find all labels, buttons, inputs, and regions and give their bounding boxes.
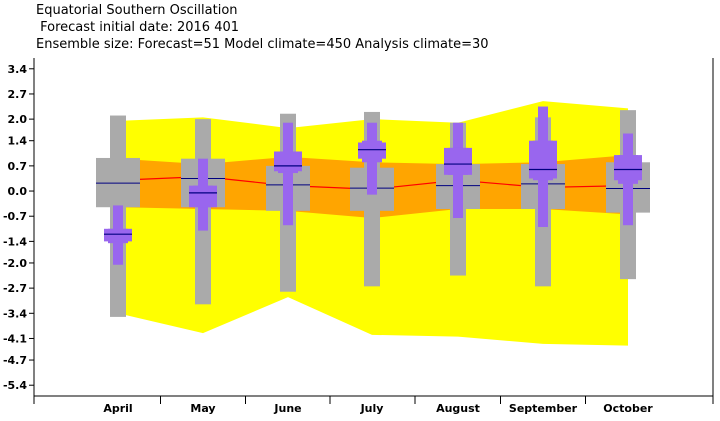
x-tick-label: May <box>190 402 215 415</box>
y-tick-label: -5.4 <box>3 379 27 392</box>
forecast-iqr-box <box>614 155 642 181</box>
x-tick-label: June <box>273 402 301 415</box>
y-tick-label: 2.7 <box>8 88 28 101</box>
x-tick-label: September <box>509 402 578 415</box>
y-tick-label: -4.7 <box>3 354 27 367</box>
y-tick-label: -1.4 <box>3 235 27 248</box>
x-tick-label: August <box>436 402 480 415</box>
chart-axes: 3.4 2.7 2.0 1.4 0.7 0.0 -0.7 -1.4 -2.0 -2.7 -3.4 -4… <box>3 58 714 415</box>
chart-subtitle-ensemble: Ensemble size: Forecast=51 Model climate… <box>36 37 489 52</box>
x-tick-label: July <box>360 402 384 415</box>
model-climate-box <box>96 157 140 208</box>
forecast-iqr-box <box>444 147 472 175</box>
forecast-iqr-box <box>274 151 302 172</box>
x-tick-label: April <box>103 402 132 415</box>
y-tick-label: -4.1 <box>3 332 27 345</box>
chart-subtitle-date: Forecast initial date: 2016 401 <box>36 20 240 35</box>
y-tick-label: -3.4 <box>3 307 27 320</box>
forecast-whisker <box>283 122 293 226</box>
y-tick-label: 1.4 <box>8 135 28 148</box>
y-tick-label: 0.0 <box>8 185 28 198</box>
y-tick-label: 0.7 <box>8 160 28 173</box>
forecast-iqr-box <box>104 228 132 242</box>
forecast-iqr-box <box>529 140 557 179</box>
y-tick-label: -2.7 <box>3 282 27 295</box>
forecast-iqr-box <box>358 142 386 159</box>
y-tick-label: 3.4 <box>8 63 28 76</box>
forecast-iqr-box <box>189 185 217 208</box>
y-tick-label: -0.7 <box>3 210 27 223</box>
y-tick-label: 2.0 <box>8 113 28 126</box>
y-tick-label: -2.0 <box>3 257 27 270</box>
box-plots <box>96 106 650 317</box>
chart-title-block: Equatorial Southern Oscillation Forecast… <box>36 2 489 53</box>
x-tick-label: October <box>603 402 653 415</box>
chart-title: Equatorial Southern Oscillation <box>36 3 238 18</box>
